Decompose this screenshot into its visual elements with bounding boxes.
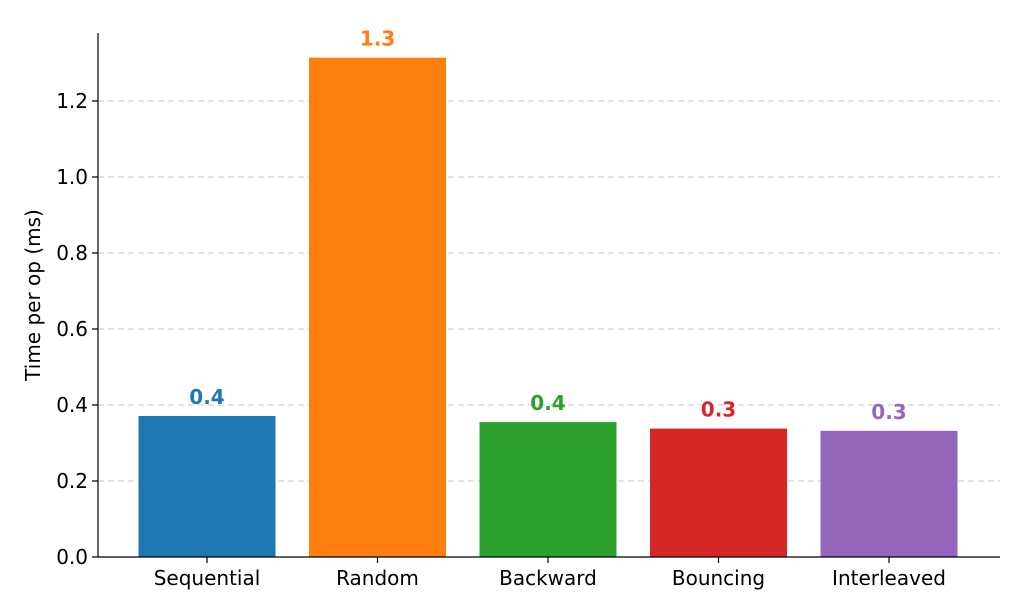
x-tick-label: Bouncing (672, 566, 765, 590)
bar (138, 416, 276, 557)
y-tick-label: 0.0 (56, 545, 88, 569)
y-axis-title: Time per op (ms) (21, 209, 45, 382)
bar (479, 422, 617, 557)
data-label: 0.4 (530, 391, 565, 415)
data-labels: 0.4 1.3 0.4 0.3 0.3 (189, 27, 906, 424)
data-label: 1.3 (360, 27, 395, 51)
data-label: 0.3 (871, 400, 906, 424)
y-ticks: 0.0 0.2 0.4 0.6 0.8 1.0 1.2 (56, 89, 98, 569)
bar (650, 428, 787, 557)
y-tick-label: 0.4 (56, 393, 88, 417)
axes (97, 33, 1000, 558)
data-label: 0.4 (189, 385, 224, 409)
y-tick-label: 0.6 (56, 317, 88, 341)
x-tick-label: Backward (499, 566, 597, 590)
x-tick-label: Interleaved (832, 566, 946, 590)
y-tick-label: 1.2 (56, 89, 88, 113)
y-tick-label: 1.0 (56, 165, 88, 189)
bar (309, 57, 446, 558)
y-tick-label: 0.2 (56, 469, 88, 493)
x-tick-label: Sequential (154, 566, 261, 590)
y-tick-label: 0.8 (56, 241, 88, 265)
data-label: 0.3 (701, 398, 736, 422)
bar (820, 430, 958, 557)
x-ticks: Sequential Random Backward Bouncing Interlea… (154, 557, 946, 590)
bars (138, 57, 958, 558)
x-tick-label: Random (336, 566, 419, 590)
